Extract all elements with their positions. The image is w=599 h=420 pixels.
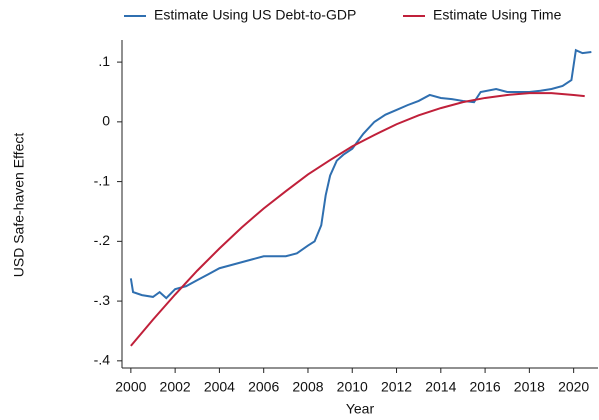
x-tick-label: 2010 [337,379,368,395]
x-tick-label: 2018 [514,379,545,395]
x-tick-label: 2000 [115,379,146,395]
x-tick-label: 2004 [204,379,235,395]
x-tick-label: 2006 [248,379,279,395]
y-tick-label: -.2 [94,232,111,248]
legend-label: Estimate Using US Debt-to-GDP [154,7,356,23]
x-tick-label: 2008 [292,379,323,395]
y-tick-label: -.3 [94,292,111,308]
y-tick-label: -.4 [94,352,111,368]
series-line [129,48,592,300]
x-tick-label: 2012 [381,379,412,395]
y-tick-label: 0 [102,113,110,129]
x-tick-label: 2002 [160,379,191,395]
x-tick-label: 2016 [470,379,501,395]
x-tick-label: 2020 [558,379,589,395]
legend-label: Estimate Using Time [433,7,562,23]
y-tick-label: .1 [98,53,110,69]
x-axis-label: Year [346,401,375,417]
series-line [130,92,585,347]
x-tick-label: 2014 [425,379,456,395]
y-axis-label: USD Safe-haven Effect [11,133,27,278]
y-tick-label: -.1 [94,172,111,188]
